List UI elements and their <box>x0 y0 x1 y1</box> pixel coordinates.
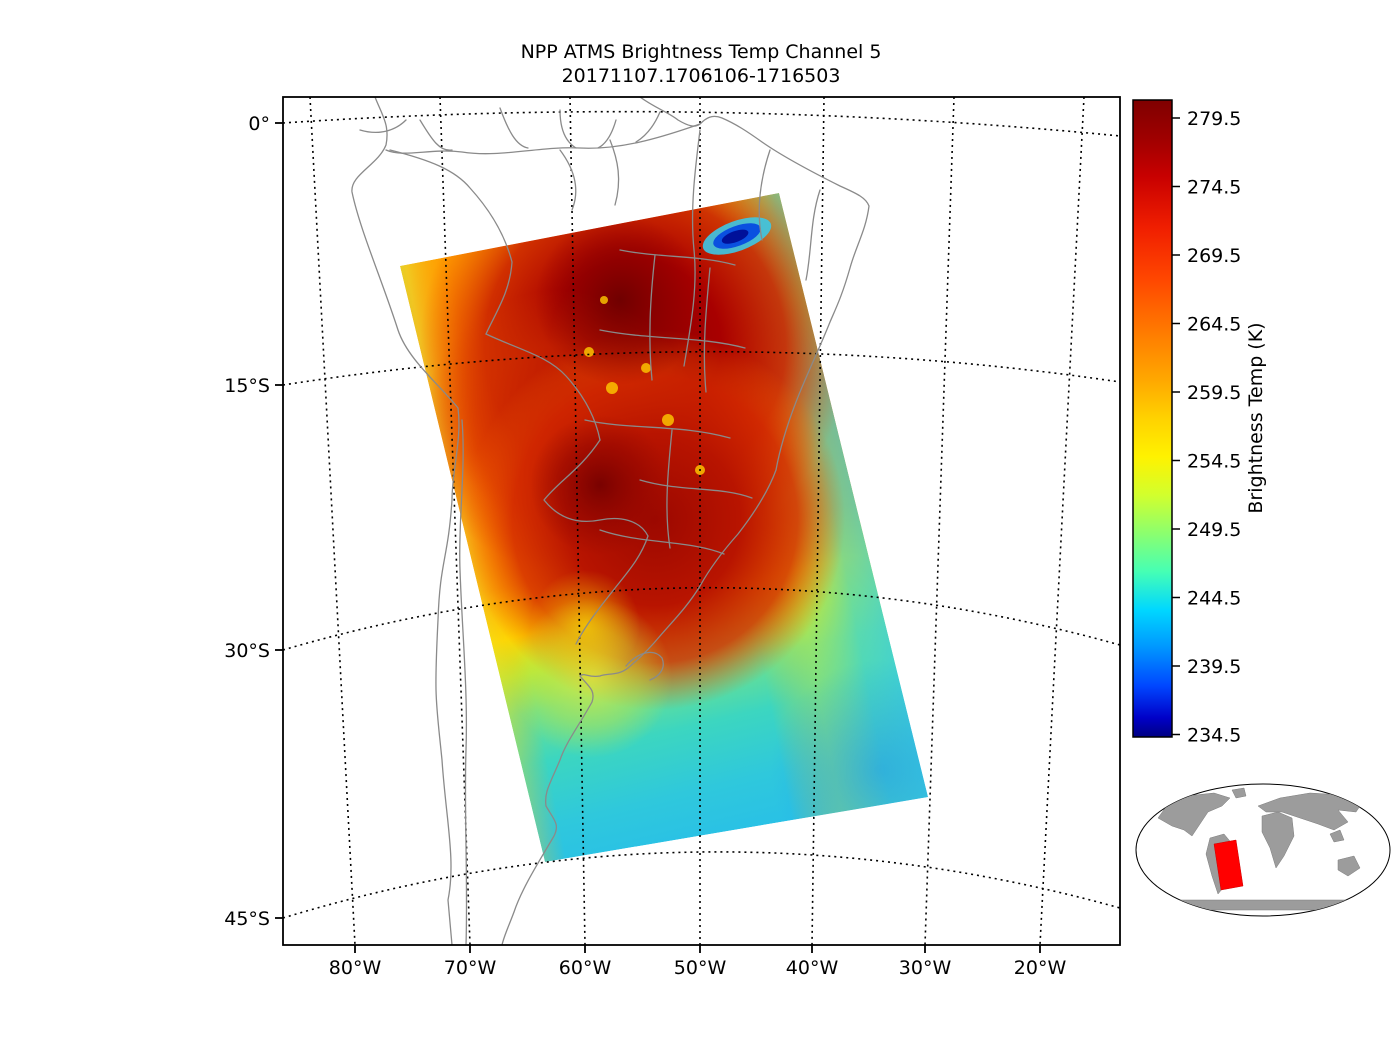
state-border <box>683 129 701 367</box>
river <box>635 111 661 143</box>
cbar-tick-7: 244.5 <box>1187 588 1241 610</box>
gridline-lon-20w <box>1039 97 1085 945</box>
gridline-lon-30w <box>924 97 955 945</box>
river <box>758 149 771 241</box>
axis-ticks <box>275 122 1041 953</box>
state-border <box>639 479 753 499</box>
river <box>597 119 617 149</box>
state-border <box>584 419 731 439</box>
lat-tick-45s: 45°S <box>224 908 270 930</box>
gridline-lat-15s <box>283 350 1120 386</box>
plot-subtitle: 20171107.1706106-1716503 <box>562 65 841 87</box>
inset-locator-map <box>1135 783 1391 917</box>
cbar-tick-3: 264.5 <box>1187 314 1241 336</box>
inset-swath-highlight <box>1213 839 1244 891</box>
cold-cloud-spot <box>702 217 772 255</box>
lon-tick-80w: 80°W <box>329 957 382 979</box>
coastline-east <box>501 97 870 945</box>
state-border <box>599 529 725 555</box>
coastlines-and-borders <box>351 97 870 945</box>
gridline-lon-80w <box>309 97 356 945</box>
river-amazon <box>385 123 701 155</box>
border <box>389 149 513 335</box>
lon-tick-50w: 50°W <box>674 957 727 979</box>
graticule <box>283 97 1120 945</box>
border <box>543 439 649 645</box>
lon-tick-30w: 30°W <box>899 957 952 979</box>
border-chile-argentina <box>459 419 468 945</box>
colorbar-ticks <box>1172 117 1180 736</box>
border <box>609 139 620 206</box>
lat-tick-15s: 15°S <box>224 375 270 397</box>
cbar-tick-8: 239.5 <box>1187 656 1241 678</box>
inset-continents <box>1149 787 1377 911</box>
river <box>805 189 821 281</box>
state-border <box>703 267 711 393</box>
border <box>485 333 601 441</box>
map-plot-area <box>283 97 1120 945</box>
gridline-lat-0 <box>283 110 1120 137</box>
border-uruguay <box>625 651 664 681</box>
river <box>419 119 453 151</box>
cbar-tick-2: 269.5 <box>1187 245 1241 267</box>
colorbar-gradient <box>1132 99 1173 738</box>
state-border <box>649 254 656 381</box>
cbar-tick-6: 249.5 <box>1187 519 1241 541</box>
river <box>499 107 529 149</box>
cbar-tick-0: 279.5 <box>1187 108 1241 130</box>
lon-tick-60w: 60°W <box>559 957 612 979</box>
swath-heatmap <box>400 193 928 862</box>
river <box>359 119 407 134</box>
border <box>559 149 577 211</box>
colorbar: 279.5 274.5 269.5 264.5 259.5 254.5 249.… <box>1132 99 1267 747</box>
state-border <box>666 429 673 549</box>
plot-border <box>282 96 1121 946</box>
cbar-tick-4: 259.5 <box>1187 382 1241 404</box>
lon-tick-40w: 40°W <box>786 957 839 979</box>
plot-title: NPP ATMS Brightness Temp Channel 5 <box>521 41 882 63</box>
river <box>559 109 577 149</box>
gridline-lat-45s <box>283 851 1120 919</box>
cbar-tick-9: 234.5 <box>1187 725 1241 747</box>
state-border <box>619 249 736 266</box>
lat-tick-30s: 30°S <box>224 640 270 662</box>
lat-tick-0: 0° <box>248 113 270 135</box>
state-border <box>599 329 746 349</box>
cbar-tick-1: 274.5 <box>1187 177 1241 199</box>
lon-tick-70w: 70°W <box>444 957 497 979</box>
coastline-west <box>351 97 460 945</box>
cbar-tick-5: 254.5 <box>1187 451 1241 473</box>
colorbar-axis-label: Brightness Temp (K) <box>1245 322 1267 513</box>
lon-tick-20w: 20°W <box>1014 957 1067 979</box>
